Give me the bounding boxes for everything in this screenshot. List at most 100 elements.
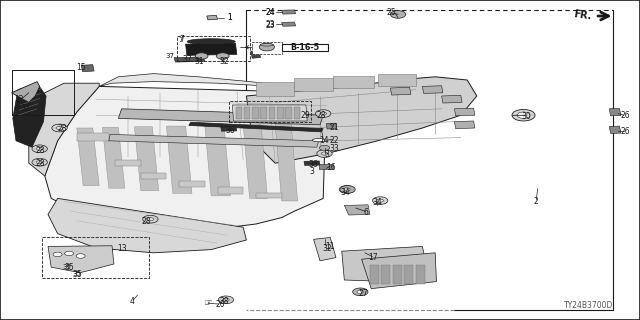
Text: 21: 21 <box>330 123 339 132</box>
Bar <box>404 265 413 284</box>
Text: B-16-5: B-16-5 <box>291 43 320 52</box>
Bar <box>416 265 425 284</box>
Text: ☞: ☞ <box>204 298 212 308</box>
Text: 35: 35 <box>64 263 74 272</box>
Text: 22: 22 <box>330 136 339 145</box>
Text: 23: 23 <box>265 20 275 29</box>
Ellipse shape <box>312 139 325 142</box>
Polygon shape <box>304 161 320 165</box>
Bar <box>236 107 242 119</box>
Text: 1: 1 <box>227 13 232 22</box>
Text: 31: 31 <box>195 58 202 63</box>
Text: TY24B3700D: TY24B3700D <box>564 301 613 310</box>
Circle shape <box>52 124 67 132</box>
Polygon shape <box>134 127 159 191</box>
Bar <box>381 265 390 284</box>
Polygon shape <box>174 57 205 62</box>
Polygon shape <box>118 109 323 125</box>
Circle shape <box>259 43 275 51</box>
Text: 30: 30 <box>521 112 531 121</box>
Polygon shape <box>81 65 94 72</box>
Bar <box>42 237 149 278</box>
Polygon shape <box>442 95 462 103</box>
Text: 27: 27 <box>358 289 368 298</box>
Text: 1: 1 <box>227 13 232 22</box>
Text: 4: 4 <box>130 297 135 306</box>
Text: 17: 17 <box>368 253 378 262</box>
Polygon shape <box>282 10 296 14</box>
Polygon shape <box>48 246 114 273</box>
Text: 36: 36 <box>225 126 236 135</box>
Polygon shape <box>48 198 246 253</box>
Polygon shape <box>454 121 475 129</box>
Polygon shape <box>45 86 326 229</box>
Polygon shape <box>314 237 336 261</box>
Text: 37: 37 <box>165 53 174 59</box>
Text: 28: 28 <box>58 124 67 133</box>
Text: 37: 37 <box>182 55 192 64</box>
Text: 11: 11 <box>325 242 334 251</box>
Polygon shape <box>243 125 268 198</box>
Polygon shape <box>29 83 99 176</box>
Circle shape <box>143 215 158 223</box>
Polygon shape <box>166 126 192 193</box>
Text: 12: 12 <box>15 95 24 104</box>
Circle shape <box>317 150 332 157</box>
Text: 26: 26 <box>620 127 630 136</box>
Polygon shape <box>102 127 125 188</box>
Polygon shape <box>390 87 411 95</box>
Polygon shape <box>275 124 298 201</box>
Circle shape <box>223 298 229 301</box>
Text: 3: 3 <box>324 150 329 159</box>
Polygon shape <box>282 22 296 26</box>
Circle shape <box>320 112 326 115</box>
Circle shape <box>195 53 208 59</box>
Circle shape <box>372 197 388 204</box>
Polygon shape <box>189 122 323 132</box>
Text: 36: 36 <box>308 160 318 169</box>
Text: 28: 28 <box>36 146 45 155</box>
Bar <box>77 133 109 141</box>
Polygon shape <box>207 15 218 20</box>
Circle shape <box>36 147 43 150</box>
Text: 14: 14 <box>319 136 330 145</box>
Bar <box>393 265 402 284</box>
Bar <box>260 107 267 119</box>
Text: 15: 15 <box>76 63 86 72</box>
Text: 35: 35 <box>72 270 82 279</box>
Circle shape <box>316 110 331 117</box>
Text: 26: 26 <box>620 111 630 120</box>
Bar <box>229 101 311 122</box>
Text: 2: 2 <box>534 197 539 206</box>
Bar <box>277 107 284 119</box>
Ellipse shape <box>188 39 236 44</box>
Text: 32: 32 <box>219 58 227 63</box>
Bar <box>177 36 250 61</box>
Bar <box>218 187 243 194</box>
Circle shape <box>339 186 355 193</box>
Bar <box>141 173 166 179</box>
Text: 35: 35 <box>63 264 72 270</box>
Circle shape <box>56 126 63 130</box>
Polygon shape <box>251 51 260 58</box>
Text: 25: 25 <box>387 8 397 17</box>
Polygon shape <box>362 253 436 289</box>
Circle shape <box>32 158 47 166</box>
Circle shape <box>357 290 364 293</box>
Circle shape <box>517 112 530 118</box>
Text: 32: 32 <box>20 104 31 113</box>
Circle shape <box>512 109 535 121</box>
Text: 13: 13 <box>116 244 127 253</box>
Circle shape <box>353 288 368 296</box>
Polygon shape <box>12 82 40 102</box>
Text: 23: 23 <box>265 21 275 30</box>
Bar <box>269 107 275 119</box>
Text: 35: 35 <box>72 271 81 276</box>
Circle shape <box>319 145 330 150</box>
Polygon shape <box>454 108 475 116</box>
Polygon shape <box>609 108 621 116</box>
Bar <box>115 160 141 166</box>
Text: 34: 34 <box>340 188 351 197</box>
Text: 32: 32 <box>323 244 333 253</box>
Polygon shape <box>221 127 237 131</box>
